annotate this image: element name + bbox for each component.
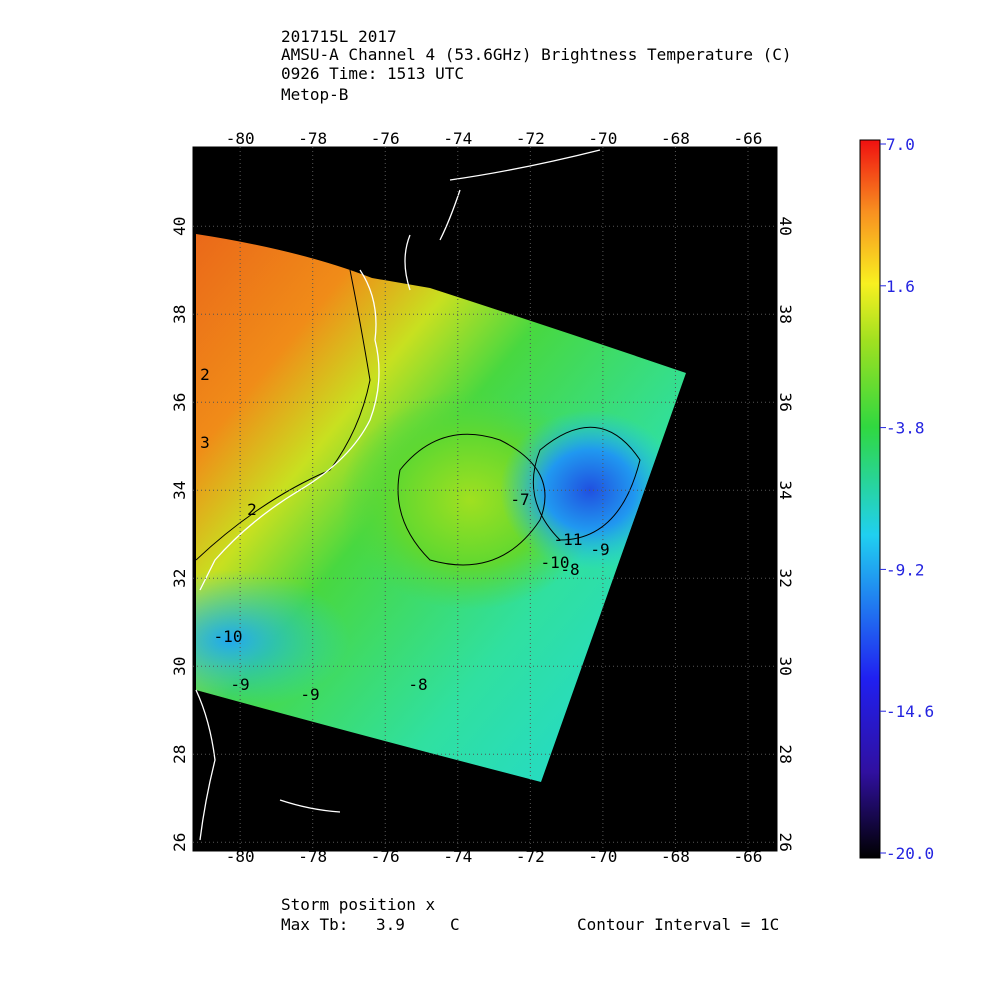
lat-tick-label: 28 (170, 745, 189, 764)
contour-label: -11 (554, 530, 583, 549)
lon-tick-label: -72 (516, 129, 545, 148)
max-tb-unit: C (450, 915, 460, 934)
colorbar-tick-label: -9.2 (886, 560, 925, 579)
lat-tick-label: 38 (170, 305, 189, 324)
header-line: 201715L 2017 (281, 27, 397, 46)
max-tb-label: Max Tb: (281, 915, 348, 934)
lon-tick-label: -76 (371, 129, 400, 148)
lat-tick-label: 40 (170, 217, 189, 236)
map-frame (192, 146, 778, 852)
header-line: Metop-B (281, 85, 348, 104)
lon-tick-label: -68 (661, 129, 690, 148)
lon-tick-label: -78 (298, 129, 327, 148)
contour-label: 2 (247, 500, 257, 519)
lon-tick-label: -72 (516, 847, 545, 866)
contour-label: -8 (560, 560, 579, 579)
lon-tick-label: -78 (298, 847, 327, 866)
lat-tick-label: 30 (170, 657, 189, 676)
max-tb-value: 3.9 (376, 915, 405, 934)
contour-label: 3 (200, 433, 210, 452)
contour-interval: Contour Interval = 1C (577, 915, 779, 934)
lat-tick-label: 36 (170, 393, 189, 412)
contour-label: 2 (200, 365, 210, 384)
contour-label: -10 (214, 627, 243, 646)
lon-tick-label: -74 (443, 847, 472, 866)
contour-label: -9 (300, 685, 319, 704)
lon-tick-label: -74 (443, 129, 472, 148)
lat-tick-label: 30 (776, 657, 795, 676)
header-line: AMSU-A Channel 4 (53.6GHz) Brightness Te… (281, 45, 792, 64)
lon-tick-label: -80 (226, 847, 255, 866)
lat-tick-label: 26 (170, 833, 189, 852)
lon-tick-label: -70 (588, 847, 617, 866)
lat-tick-label: 38 (776, 305, 795, 324)
lat-tick-label: 34 (776, 481, 795, 500)
lat-tick-label: 36 (776, 393, 795, 412)
header-line: 0926 Time: 1513 UTC (281, 64, 464, 83)
storm-position: Storm position x (281, 895, 435, 914)
contour-label: -9 (230, 675, 249, 694)
lon-tick-label: -66 (734, 847, 763, 866)
lon-tick-label: -68 (661, 847, 690, 866)
contour-label: -9 (590, 540, 609, 559)
contour-label: -7 (510, 490, 529, 509)
coastline (195, 149, 601, 841)
lat-tick-label: 34 (170, 481, 189, 500)
colorbar (859, 139, 881, 859)
contour-label: -10 (541, 553, 570, 572)
lat-tick-label: 40 (776, 217, 795, 236)
lon-tick-label: -70 (588, 129, 617, 148)
colorbar-tick-label: -14.6 (886, 702, 934, 721)
lat-tick-label: 32 (170, 569, 189, 588)
colorbar-tick-label: -20.0 (886, 844, 934, 863)
contour-label: -8 (408, 675, 427, 694)
lat-tick-label: 28 (776, 745, 795, 764)
lon-tick-label: -76 (371, 847, 400, 866)
lon-tick-label: -80 (226, 129, 255, 148)
colorbar-tick-label: 7.0 (886, 135, 915, 154)
colorbar-tick-label: -3.8 (886, 419, 925, 438)
lat-tick-label: 26 (776, 833, 795, 852)
lat-tick-label: 32 (776, 569, 795, 588)
colorbar-tick-label: 1.6 (886, 277, 915, 296)
lon-tick-label: -66 (734, 129, 763, 148)
